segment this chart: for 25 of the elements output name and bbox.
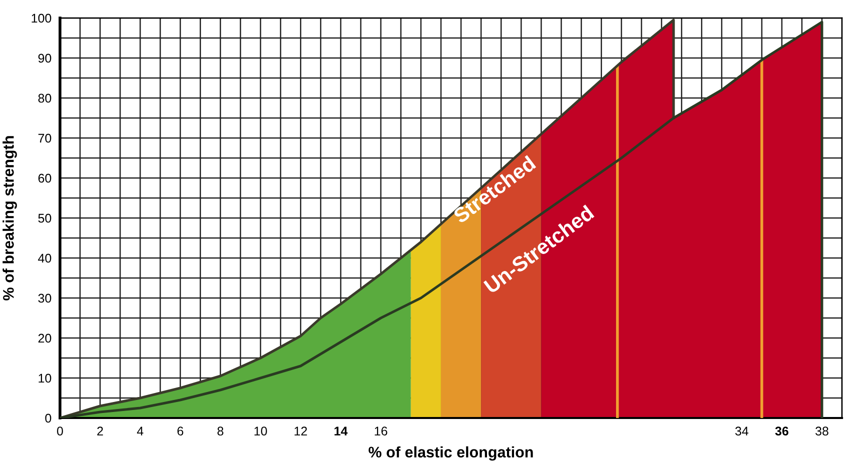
x-tick-label: 0 — [57, 426, 63, 436]
x-tick-label: 6 — [177, 426, 184, 436]
y-tick-label: 90 — [38, 54, 52, 63]
y-tick-label: 80 — [38, 94, 52, 103]
x-tick-label: 10 — [254, 426, 267, 436]
x-tick-label: 16 — [374, 426, 388, 436]
x-tick-label: 12 — [294, 426, 307, 436]
x-tick-label: 36 — [775, 426, 788, 436]
y-tick-label: 60 — [38, 174, 52, 183]
y-tick-label: 70 — [38, 134, 52, 143]
x-tick-label: 34 — [735, 426, 748, 436]
x-tick-label: 8 — [217, 426, 224, 436]
x-axis-title: % of elastic elongation — [368, 446, 533, 461]
y-tick-label: 10 — [38, 374, 52, 383]
x-tick-label: 14 — [334, 426, 348, 436]
y-tick-label: 30 — [38, 294, 52, 303]
x-tick-label: 4 — [137, 426, 144, 436]
x-tick-label: 38 — [815, 426, 828, 436]
y-tick-label: 0 — [45, 414, 52, 423]
x-tick-label: 2 — [97, 426, 103, 436]
y-tick-label: 20 — [38, 334, 52, 343]
y-tick-label: 50 — [38, 214, 52, 223]
y-axis-title: % of breaking strength — [2, 136, 17, 300]
y-tick-label: 40 — [38, 254, 52, 263]
y-tick-label: 100 — [32, 14, 52, 23]
